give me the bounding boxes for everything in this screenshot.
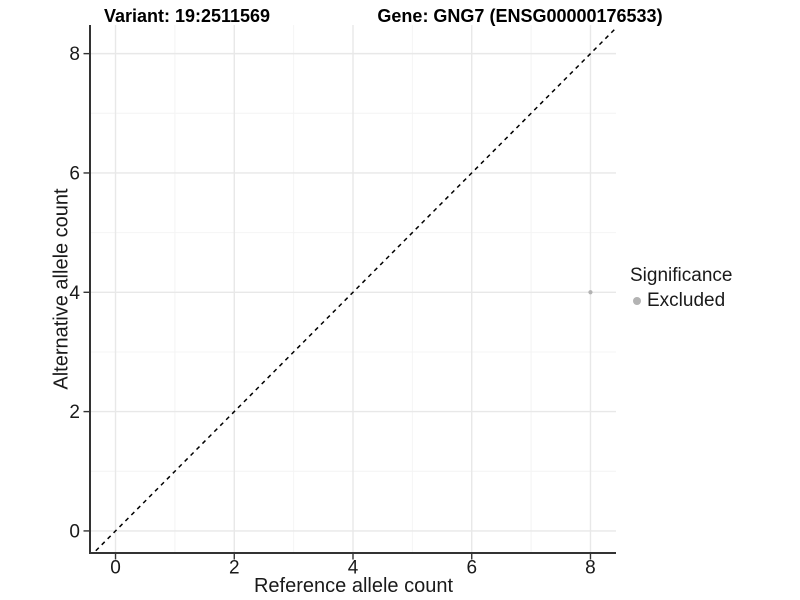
x-axis-title: Reference allele count xyxy=(253,575,453,597)
y-tick-label: 6 xyxy=(69,163,80,184)
x-tick-label: 4 xyxy=(348,558,359,579)
y-tick-label: 8 xyxy=(69,44,80,65)
x-tick-label: 8 xyxy=(585,558,596,579)
y-tick-label: 0 xyxy=(69,521,80,542)
data-point xyxy=(588,290,593,295)
y-tick-label: 4 xyxy=(69,283,80,304)
legend: Significance Excluded xyxy=(630,265,732,312)
x-tick-label: 0 xyxy=(110,558,121,579)
legend-point-icon xyxy=(633,297,641,305)
legend-item-label: Excluded xyxy=(647,290,726,311)
y-tick-label: 2 xyxy=(69,402,80,423)
legend-title: Significance xyxy=(630,265,733,286)
x-tick-label: 2 xyxy=(229,558,240,579)
x-tick-label: 6 xyxy=(466,558,477,579)
plot-title-gene: Gene: GNG7 (ENSG00000176533) xyxy=(377,6,663,26)
y-axis-title: Alternative allele count xyxy=(50,188,73,390)
identity-line xyxy=(92,26,616,553)
plot-title-variant: Variant: 19:2511569 xyxy=(103,6,271,26)
legend-item-excluded: Excluded xyxy=(630,290,732,312)
